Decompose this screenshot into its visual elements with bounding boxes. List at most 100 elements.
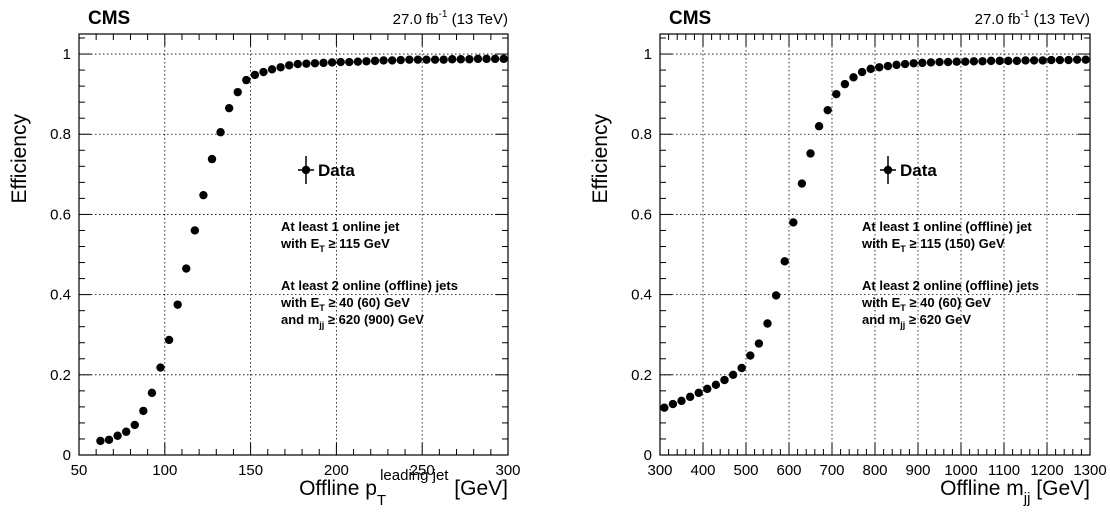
data-point	[668, 399, 678, 409]
x-tick-label: 1300	[1073, 462, 1106, 479]
data-point	[703, 384, 712, 394]
data-point	[182, 264, 191, 273]
data-point	[849, 73, 858, 82]
data-point	[720, 375, 729, 385]
annotation-subscript: jj	[318, 320, 324, 330]
lumi-value: 27.0 fb	[393, 11, 439, 28]
legend-marker	[301, 165, 311, 175]
data-point	[797, 179, 807, 188]
data-point	[961, 57, 970, 66]
data-point	[121, 427, 131, 436]
x-tick-label: 300	[647, 462, 672, 479]
data-point	[1055, 55, 1065, 65]
annotation-block: At least 1 online jet with ET ≥ 115 GeV	[280, 219, 400, 254]
data-point	[147, 388, 157, 398]
data-point	[216, 128, 225, 137]
x-tick-label: 100	[152, 462, 177, 479]
data-point	[130, 420, 139, 430]
data-point	[499, 54, 508, 64]
annotation-text: ≥ 620 GeV	[905, 312, 971, 327]
data-point	[327, 58, 337, 67]
annotation-text: and m	[281, 312, 319, 327]
data-point	[362, 57, 371, 66]
data-point	[224, 103, 234, 113]
experiment-label: CMS	[88, 8, 130, 29]
data-point	[763, 319, 772, 328]
energy-label: (13 TeV)	[447, 11, 508, 28]
x-axis-title-unit: [GeV]	[1030, 477, 1090, 500]
x-tick-label: 600	[776, 462, 801, 479]
data-point	[490, 54, 500, 64]
data-point	[694, 388, 703, 398]
data-point	[345, 57, 354, 67]
lumi-unit-sup: -1	[1021, 9, 1030, 20]
data-point	[986, 56, 996, 66]
annotation-subscript: T	[319, 303, 325, 313]
annotation-text: ≥ 40 (60) GeV	[325, 295, 411, 310]
data-point	[465, 55, 474, 64]
y-tick-label: 0.8	[631, 126, 652, 143]
annotation-line: At least 1 online jet	[281, 219, 400, 234]
data-point	[413, 55, 423, 64]
data-point	[685, 392, 695, 402]
luminosity-label: 27.0 fb-1 (13 TeV)	[393, 9, 508, 28]
x-axis-title: Offline mjj [GeV]	[940, 477, 1090, 507]
data-point	[293, 59, 302, 69]
data-point	[319, 58, 328, 68]
data-point	[926, 58, 936, 67]
data-point	[969, 57, 979, 66]
annotation-line: At least 1 online (offline) jet	[862, 219, 1032, 234]
x-axis-title-sup: leading jet	[380, 467, 449, 484]
data-point	[737, 363, 746, 373]
data-point	[875, 63, 884, 72]
x-tick-label: 500	[733, 462, 758, 479]
experiment-label: CMS	[669, 8, 711, 29]
energy-label: (13 TeV)	[1029, 11, 1090, 28]
data-point	[104, 435, 114, 444]
annotation-block: At least 2 online (offline) jets with ET …	[861, 278, 1039, 330]
data-point	[430, 55, 440, 64]
y-tick-label: 0.2	[50, 367, 71, 384]
y-tick-label: 0.6	[631, 206, 652, 223]
lumi-unit-sup: -1	[439, 9, 448, 20]
data-point	[207, 154, 217, 164]
data-point	[1029, 56, 1039, 65]
annotation-line: with ET ≥ 115 GeV	[280, 236, 390, 254]
legend: Data	[298, 156, 355, 184]
annotation-text: ≥ 115 GeV	[325, 236, 390, 251]
annotation-subscript: T	[319, 244, 325, 254]
x-axis-title: Offline pTleading jet [GeV]	[299, 467, 508, 509]
data-point	[173, 300, 182, 309]
y-tick-label: 0.2	[631, 367, 652, 384]
y-tick-label: 0	[644, 447, 652, 464]
data-point	[370, 56, 380, 66]
x-axis-title-sub: T	[377, 492, 386, 509]
data-point	[439, 55, 448, 64]
x-axis-title-sub: jj	[1023, 490, 1031, 507]
x-axis-title-main: Offline p	[299, 477, 377, 500]
data-point	[190, 226, 200, 235]
annotation-text: and m	[862, 312, 900, 327]
data-point	[978, 57, 987, 66]
data-point	[806, 149, 815, 158]
data-point	[900, 59, 910, 69]
x-tick-label: 200	[324, 462, 349, 479]
x-tick-label: 1100	[988, 462, 1020, 479]
data-point	[660, 403, 669, 412]
data-point	[1047, 55, 1056, 65]
data-point	[139, 406, 148, 416]
annotation-line: At least 2 online (offline) jets	[862, 278, 1039, 293]
y-tick-label: 1	[63, 46, 71, 63]
data-point	[677, 396, 686, 406]
data-point	[943, 57, 953, 67]
annotation-subscript: T	[900, 244, 906, 254]
x-tick-label: 150	[238, 462, 263, 479]
y-tick-label: 1	[644, 46, 652, 63]
data-point	[789, 218, 798, 227]
data-point	[909, 59, 918, 68]
x-tick-label: 300	[495, 462, 520, 479]
x-axis-title-main: Offline m	[940, 477, 1024, 500]
data-point	[250, 70, 260, 80]
annotation-text: ≥ 620 (900) GeV	[324, 312, 424, 327]
annotation-text: with E	[280, 236, 320, 251]
